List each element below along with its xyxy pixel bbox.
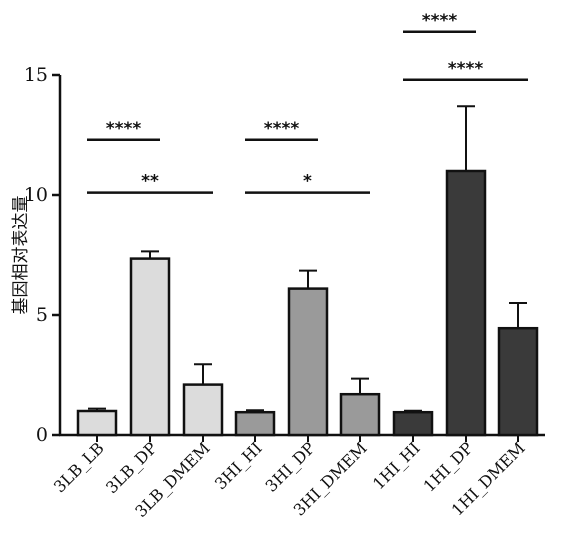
bars bbox=[76, 169, 539, 437]
bar-3HI_HI bbox=[234, 410, 276, 437]
y-tick-label: 10 bbox=[24, 184, 48, 206]
x-tick-label: 1HI_HI bbox=[369, 438, 424, 493]
y-tick-label: 5 bbox=[36, 304, 48, 326]
bar-3LB_LB bbox=[76, 409, 118, 437]
significance-label: **** bbox=[422, 11, 458, 31]
bar-1HI_HI bbox=[392, 410, 434, 437]
bar-3LB_DP bbox=[129, 257, 171, 437]
significance-label: **** bbox=[106, 119, 142, 139]
y-tick-label: 15 bbox=[24, 64, 48, 86]
significance-label: **** bbox=[448, 59, 484, 79]
bar-3HI_DMEM bbox=[339, 392, 381, 437]
y-tick-label: 0 bbox=[36, 424, 48, 446]
significance-label: ** bbox=[141, 172, 159, 192]
bar-1HI_DP bbox=[445, 169, 487, 437]
bar-1HI_DMEM bbox=[497, 326, 539, 437]
y-axis: 0 5 10 15 bbox=[24, 64, 62, 446]
x-tick-label: 3HI_HI bbox=[211, 438, 266, 493]
significance-label: * bbox=[303, 172, 312, 192]
x-tick-label: 3LB_LB bbox=[50, 438, 108, 496]
bar-3HI_DP bbox=[287, 287, 329, 437]
bar-3LB_DMEM bbox=[182, 383, 224, 437]
significance-label: **** bbox=[264, 119, 300, 139]
error-bars bbox=[88, 105, 527, 413]
category-labels: 3LB_LB3LB_DP3LB_DMEM3HI_HI3HI_DP3HI_DMEM… bbox=[50, 438, 529, 521]
y-axis-label: 基因相对表达量 bbox=[11, 196, 31, 315]
significance-annotations: ******************* bbox=[87, 11, 528, 194]
